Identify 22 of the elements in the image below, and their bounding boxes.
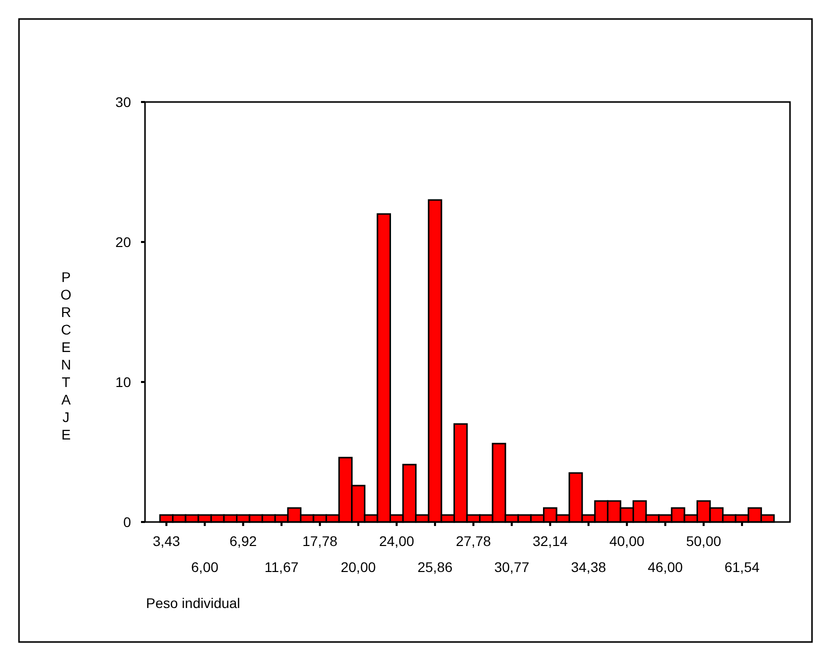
- x-tick-label: 61,54: [724, 559, 760, 575]
- x-tick-label: 6,00: [191, 559, 219, 575]
- x-tick-label: 32,14: [532, 533, 568, 549]
- x-tick-label: 34,38: [570, 559, 606, 575]
- y-tick-label: 10: [115, 374, 132, 390]
- text: PORCENTAJE: [60, 269, 72, 442]
- x-tick-label: 3,43: [152, 533, 180, 549]
- x-tick-label: 11,67: [264, 559, 299, 575]
- x-tick-label: 27,78: [456, 533, 492, 549]
- x-tick-label: 50,00: [686, 533, 722, 549]
- x-tick-label: 30,77: [494, 559, 530, 575]
- x-tick-label: 25,86: [417, 559, 453, 575]
- x-tick-label: 20,00: [340, 559, 376, 575]
- x-tick-label: 24,00: [379, 533, 414, 549]
- y-tick-label: 30: [115, 94, 132, 110]
- x-tick-label: 17,78: [302, 533, 338, 549]
- x-tick-label: 40,00: [609, 533, 645, 549]
- y-tick-label: 0: [123, 514, 132, 530]
- x-axis-title: Peso individual: [146, 595, 240, 611]
- x-tick-label: 46,00: [648, 559, 683, 575]
- x-tick-label: 6,92: [230, 533, 257, 549]
- y-tick-label: 20: [115, 234, 132, 250]
